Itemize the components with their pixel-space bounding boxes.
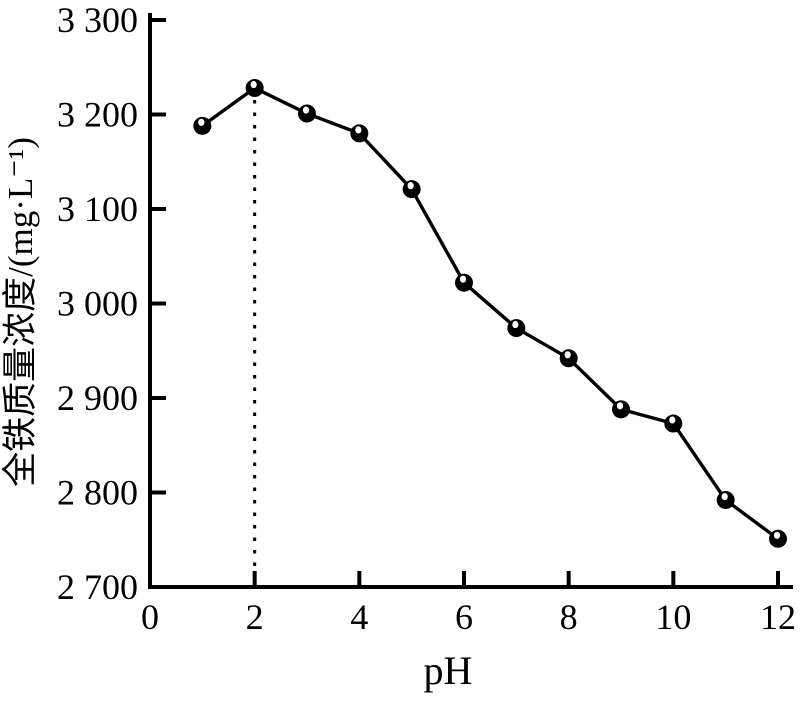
marker-highlight — [198, 118, 205, 126]
y-axis-tick-label: 3 100 — [57, 189, 138, 229]
marker-highlight — [512, 320, 519, 329]
data-point-marker — [559, 349, 578, 368]
marker-highlight — [302, 106, 310, 114]
x-axis-tick-label: 12 — [760, 597, 796, 637]
x-axis-tick-label: 8 — [560, 597, 578, 637]
marker-highlight — [721, 492, 728, 501]
marker-highlight — [669, 416, 676, 424]
data-point-marker — [612, 400, 630, 419]
data-point-marker — [402, 180, 421, 199]
marker-highlight — [616, 402, 624, 410]
data-point-marker — [245, 79, 264, 98]
data-point-marker — [298, 104, 316, 123]
data-line — [200, 86, 780, 541]
data-point-marker — [507, 319, 526, 338]
x-axis-tick-label: 2 — [246, 597, 264, 637]
data-point-marker — [350, 124, 369, 143]
x-axis-tick-label: 4 — [350, 597, 368, 637]
x-axis-tick-label: 0 — [141, 597, 159, 637]
marker-highlight — [564, 351, 571, 359]
data-point-marker — [716, 491, 735, 510]
data-point-marker — [664, 414, 683, 433]
y-axis-tick-label: 3 300 — [57, 0, 138, 40]
x-axis-tick-label: 10 — [655, 597, 691, 637]
data-point-marker — [769, 529, 787, 548]
x-axis-title: pH — [424, 648, 473, 693]
marker-highlight — [355, 126, 362, 134]
y-axis-title: 全铁质量浓度/(mg·L⁻¹) — [1, 137, 40, 487]
y-axis-tick-label: 2 800 — [57, 473, 138, 513]
data-point-marker — [455, 273, 473, 292]
data-point-marker — [193, 116, 212, 135]
y-axis-tick-label: 2 700 — [57, 567, 138, 607]
x-axis-tick-label: 6 — [455, 597, 473, 637]
marker-highlight — [250, 80, 257, 89]
marker-highlight — [459, 275, 467, 283]
marker-highlight — [773, 531, 781, 539]
marker-highlight — [407, 182, 414, 190]
y-axis-tick-label: 2 900 — [57, 378, 138, 418]
y-axis-tick-label: 3 000 — [57, 284, 138, 324]
y-axis-tick-label: 3 200 — [57, 95, 138, 135]
